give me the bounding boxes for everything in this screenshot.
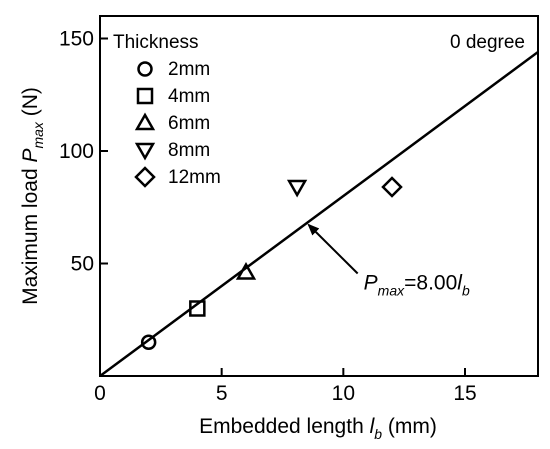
x-tick-label: 5 [216,382,228,405]
x-tick-label: 15 [453,382,476,405]
legend-marker-2mm [137,61,153,77]
data-point-12mm [381,176,403,198]
x-tick-label: 0 [94,382,106,405]
legend-label: 2mm [168,59,210,80]
legend-marker-12mm [134,166,156,188]
legend-title: Thickness [113,32,199,53]
legend-marker-4mm [136,87,154,105]
legend-label: 12mm [168,167,221,188]
fit-line [100,50,538,376]
legend-marker-6mm [134,112,156,131]
legend-marker-8mm [134,142,156,161]
data-point-2mm [140,334,157,350]
x-axis-label: Embedded length lb (mm) [199,415,437,442]
data-markers [140,176,403,350]
legend: Thickness 2mm 4mm 6mm 8mm 12mm [113,32,221,188]
data-point-6mm [235,261,257,280]
annotation-equation: Pmax=8.00lb [364,272,470,299]
y-tick-label: 50 [71,253,94,276]
data-point-4mm [189,300,206,317]
y-ticks: 50 100 150 [59,28,108,276]
y-axis-label: Maximum load Pmax (N) [19,87,46,305]
data-point-8mm [286,179,308,198]
annotation-arrow [307,223,359,275]
legend-label: 8mm [168,140,210,161]
legend-label: 6mm [168,113,210,134]
corner-label: 0 degree [450,32,525,53]
y-tick-label: 100 [59,140,94,163]
x-ticks: 0 5 10 15 [94,368,477,405]
y-tick-label: 150 [59,28,94,51]
legend-label: 4mm [168,86,210,107]
plot-frame [99,15,539,377]
x-tick-label: 10 [332,382,355,405]
